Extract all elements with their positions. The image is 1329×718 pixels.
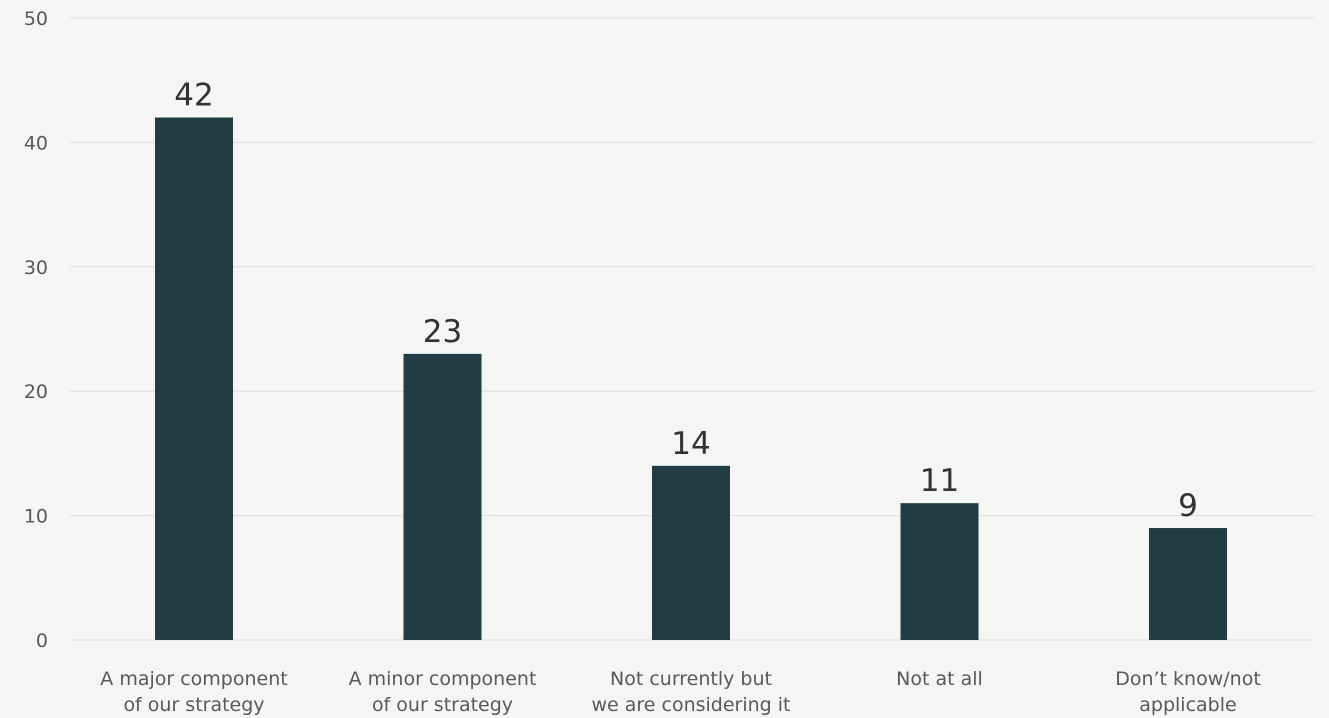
bar-5: [1149, 528, 1227, 640]
bar-value-label-4: 11: [920, 463, 959, 499]
bar-value-label-5: 9: [1178, 488, 1198, 524]
y-tick-label-40: 40: [24, 132, 48, 154]
grid-lines: [70, 17, 1314, 641]
x-category-label-3: Not currently but we are considering it: [591, 668, 790, 716]
y-tick-label-50: 50: [24, 8, 48, 30]
bar-value-label-3: 14: [671, 426, 710, 462]
x-category-label-4: Not at all: [896, 668, 983, 690]
bar-value-label-1: 42: [174, 78, 213, 114]
y-tick-label-10: 10: [24, 506, 48, 528]
bar-2: [403, 353, 482, 640]
y-tick-label-30: 30: [24, 257, 48, 279]
bar-4: [900, 503, 979, 640]
x-category-label-2: A minor component of our strategy: [349, 668, 537, 716]
bar-value-labels: 42 23 14 11 9: [174, 78, 1198, 525]
y-axis-tick-labels: 0 10 20 30 40 50: [24, 8, 48, 652]
x-axis-category-labels: A major component of our strategy A minor …: [100, 668, 1261, 716]
bars: [155, 117, 1227, 640]
x-category-label-1: A major component of our strategy: [100, 668, 287, 716]
y-tick-label-0: 0: [36, 630, 48, 652]
x-category-label-5: Don’t know/not applicable: [1115, 668, 1261, 716]
bar-value-label-2: 23: [423, 314, 462, 350]
bar-3: [652, 465, 730, 640]
bar-1: [155, 117, 233, 640]
y-tick-label-20: 20: [24, 381, 48, 403]
